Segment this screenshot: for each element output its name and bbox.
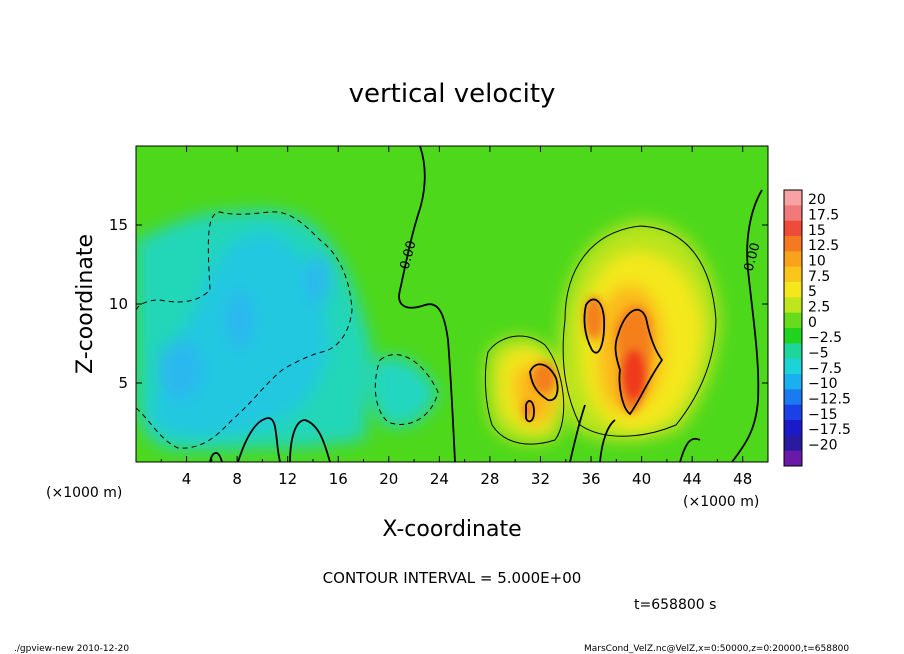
colorbar-label: −5 <box>808 346 829 362</box>
colorbar-swatch <box>784 190 802 206</box>
contour-pos5-left <box>484 335 565 445</box>
colorbar-label: −12.5 <box>808 392 851 408</box>
contour-pos5-right <box>562 225 717 437</box>
colorbar-swatch <box>784 420 802 436</box>
colorbar-swatch <box>784 450 802 467</box>
colorbar-label: −10 <box>808 376 838 392</box>
colorbar-swatch <box>784 374 802 390</box>
colorbar-label: 7.5 <box>808 269 830 285</box>
x-tick-label: 24 <box>430 470 449 488</box>
y-axis-ticks: 5 10 15 <box>109 216 768 392</box>
contour-interval: CONTOUR INTERVAL = 5.000E+00 <box>323 569 582 587</box>
colorbar-swatch <box>784 220 802 237</box>
colorbar-swatch <box>784 251 802 268</box>
y-tick-label: 15 <box>109 216 128 234</box>
colorbar-label: −2.5 <box>808 330 842 346</box>
contour-neg5-small <box>374 354 439 425</box>
x-tick-label: 16 <box>329 470 348 488</box>
footer-right: MarsCond_VelZ.nc@VelZ,x=0:50000,z=0:2000… <box>584 644 849 654</box>
colorbar-frame <box>783 189 803 467</box>
x-tick-label: 32 <box>531 470 550 488</box>
colorbar-swatch <box>784 404 802 421</box>
colorbar-swatch <box>784 282 802 298</box>
colorbar-label: 17.5 <box>808 208 839 224</box>
y-axis-label: Z-coordinate <box>73 234 98 374</box>
colorbar-label: 12.5 <box>808 238 839 254</box>
y-tick-label: 10 <box>109 295 128 313</box>
downdraft-fill <box>136 209 438 451</box>
plot-area: 0.00 0.00 <box>136 146 768 462</box>
colorbar-label: −7.5 <box>808 361 842 377</box>
updraft-cores <box>523 296 652 420</box>
x-tick-label: 8 <box>232 470 242 488</box>
x-tick-label: 4 <box>182 470 192 488</box>
contour-label-center: 0.00 <box>398 239 420 271</box>
x-tick-label: 40 <box>632 470 651 488</box>
colorbar-label: 2.5 <box>808 300 830 316</box>
x-tick-label: 20 <box>379 470 398 488</box>
colorbar-label: −20 <box>808 438 838 454</box>
contour-lines <box>136 146 763 462</box>
colorbar-swatch <box>784 312 802 329</box>
x-axis-ticks: 4 8 12 16 20 24 28 32 36 40 44 48 <box>160 146 752 488</box>
colorbar-label: −17.5 <box>808 422 851 438</box>
zero-contour-center <box>398 146 456 462</box>
colorbar-swatch <box>784 389 802 406</box>
x-unit-right: (×1000 m) <box>683 494 759 510</box>
colorbar: 2017.51512.5107.552.50−2.5−5−7.5−10−12.5… <box>783 189 851 467</box>
contour-pos10-d <box>525 400 535 423</box>
x-tick-label: 44 <box>683 470 702 488</box>
colorbar-swatch <box>784 343 802 360</box>
colorbar-label: 5 <box>808 284 817 300</box>
x-tick-label: 36 <box>581 470 600 488</box>
contour-pos10-c <box>529 363 559 402</box>
colorbar-label: 0 <box>808 315 817 331</box>
contour-pos10-b <box>614 308 664 416</box>
contour-pos10-a <box>583 298 605 354</box>
x-tick-label: 48 <box>733 470 752 488</box>
colorbar-swatch <box>784 435 802 452</box>
time-label: t=658800 s <box>634 597 716 613</box>
colorbar-label: −15 <box>808 407 838 423</box>
x-unit-left: (×1000 m) <box>46 485 122 501</box>
colorbar-swatch <box>784 205 802 222</box>
x-tick-label: 12 <box>278 470 297 488</box>
zero-contour-right <box>731 189 763 462</box>
y-tick-label: 5 <box>118 374 128 392</box>
colorbar-label: 20 <box>808 192 826 208</box>
x-tick-label: 28 <box>480 470 499 488</box>
colorbar-swatch <box>784 358 802 375</box>
colorbar-label: 10 <box>808 254 826 270</box>
colorbar-swatch <box>784 266 802 283</box>
contour-label-right: 0.00 <box>742 241 764 273</box>
colorbar-swatch <box>784 297 802 314</box>
x-axis-label: X-coordinate <box>382 517 521 542</box>
contour-neg5 <box>136 211 353 449</box>
footer-left: ./gpview-new 2010-12-20 <box>14 644 129 654</box>
zero-contour-bottom-left <box>209 417 331 462</box>
colorbar-swatch <box>784 328 802 344</box>
colorbar-label: 15 <box>808 223 826 239</box>
chart-title: vertical velocity <box>349 79 556 109</box>
colorbar-swatch <box>784 236 802 252</box>
